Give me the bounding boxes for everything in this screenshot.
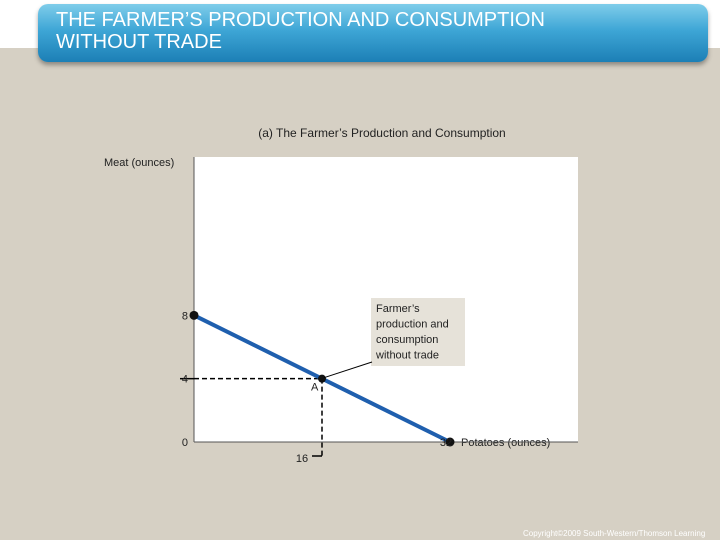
x-axis-label: Potatoes (ounces) [461,437,550,449]
annotation-line: consumption [376,334,438,346]
slide-title: THE FARMER’S PRODUCTION AND CONSUMPTION … [56,9,545,53]
y-tick-label: 4 [182,374,188,386]
annotation-pointer [323,361,373,379]
annotation-box [371,298,465,366]
x-tick-label: 32 [440,437,452,449]
chart-title: (a) The Farmer’s Production and Consumpt… [258,126,505,140]
y-axis-label: Meat (ounces) [104,157,174,169]
y-tick-label: 0 [182,437,188,449]
copyright-text: Copyright©2009 South-Western/Thomson Lea… [523,529,706,538]
endpoint-marker-1 [189,310,199,320]
endpoint-marker-2 [445,437,455,447]
title-banner [38,4,708,62]
annotation-text: Farmer’s production and consumption without… [375,303,449,362]
point-a-label: A [311,382,319,394]
y-tick-label: 8 [182,310,188,322]
point-a-marker [318,374,326,383]
annotation-line: production and [376,319,449,331]
x-tick-label: 16 [296,453,308,465]
annotation-line: Farmer’s [376,303,420,315]
annotation-line: without trade [375,350,439,362]
